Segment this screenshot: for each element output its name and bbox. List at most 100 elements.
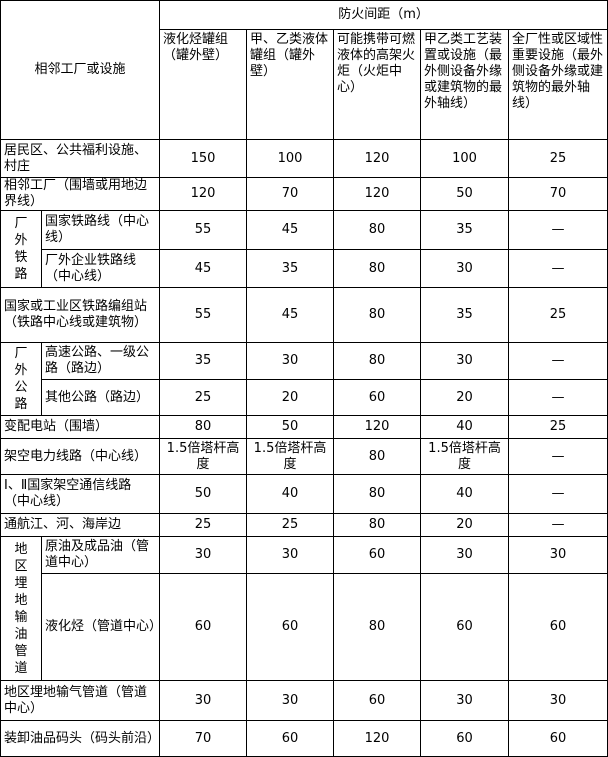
distance-value: 45	[246, 210, 335, 250]
distance-value: 25	[508, 287, 608, 343]
facility-name: 国家或工业区铁路编组站（铁路中心线或建筑物）	[0, 287, 161, 343]
distance-value: 20	[420, 379, 510, 416]
facility-name: 原油及成品油（管道中心）	[40, 536, 161, 574]
facility-name: 国家铁路线（中心线）	[40, 210, 161, 250]
distance-value: 35	[159, 342, 248, 380]
distance-value: 80	[333, 573, 422, 681]
distance-value: —	[508, 342, 608, 380]
table-row: Ⅰ、Ⅱ国家架空通信线路（中心线） 50 40 80 40—	[0, 474, 608, 514]
table-row: 装卸油品码头（码头前沿） 70 60 120 60 60	[0, 720, 608, 757]
facility-name: Ⅰ、Ⅱ国家架空通信线路（中心线）	[0, 474, 161, 514]
distance-value: —	[508, 379, 608, 416]
group-cell: 地区埋地输油管道	[0, 536, 42, 681]
distance-value: 80	[333, 249, 422, 288]
group-label: 厂外铁路	[14, 216, 28, 282]
distance-value: 30	[159, 680, 248, 721]
column-header: 可能携带可燃液体的高架火炬（火炬中心）	[333, 29, 422, 140]
facility-name: 装卸油品码头（码头前沿）	[0, 720, 161, 757]
distance-value: 60	[508, 720, 608, 757]
distance-value: 20	[246, 379, 335, 416]
distance-value: 80	[333, 342, 422, 380]
column-header: 甲乙类工艺装置或设施（最外侧设备外缘或建筑物的最外轴线）	[420, 29, 510, 140]
distance-value: 25	[246, 513, 335, 537]
facility-name: 液化烃（管道中心）	[40, 573, 162, 681]
facility-column-header: 相邻工厂或设施	[0, 0, 161, 140]
distance-value: 30	[420, 536, 510, 574]
distance-value: 50	[246, 415, 335, 439]
distance-value: 70	[508, 177, 608, 211]
distance-value: 100	[420, 139, 510, 178]
distance-value: 35	[420, 287, 510, 343]
facility-name: 变配电站（围墙）	[0, 415, 161, 439]
distance-value: 80	[333, 474, 422, 514]
distance-value: 30	[420, 342, 510, 380]
table-row: 厂外铁路 国家铁路线（中心线） 55 45 80 35—	[0, 210, 608, 288]
distance-value: —	[508, 210, 608, 250]
distance-value: 25	[159, 379, 248, 416]
group-cell: 厂外铁路	[0, 210, 42, 288]
table-row: 地区埋地输油管道 原油及成品油（管道中心） 30 30 60 30 30	[0, 536, 608, 681]
distance-value: 100	[246, 139, 335, 178]
group-label: 地区埋地输油管道	[14, 541, 28, 676]
distance-value: 150	[159, 139, 248, 178]
distance-value: 120	[333, 177, 422, 211]
distance-value: 70	[246, 177, 335, 211]
distance-value: 30	[508, 536, 608, 574]
distance-value: 30	[246, 680, 335, 721]
distance-value: 60	[159, 573, 248, 681]
group-label: 厂外公路	[14, 346, 28, 412]
distance-value: 60	[333, 379, 422, 416]
distance-value: 30	[420, 680, 510, 721]
distance-value: 1.5倍塔杆高度	[420, 438, 510, 475]
distance-value: 25	[159, 513, 248, 537]
distance-value: 70	[159, 720, 248, 757]
distance-value: 50	[420, 177, 510, 211]
distance-value: —	[508, 513, 608, 537]
facility-name: 厂外企业铁路线（中心线）	[40, 249, 161, 288]
table-row: 通航江、河、海岸边 25 25 80 20—	[0, 513, 608, 537]
table-row: 液化烃（管道中心） 60 60 80 60 60	[1, 573, 608, 681]
table-row: 地区埋地输气管道（管道中心） 30 30 60 30 30	[0, 680, 608, 721]
distance-value: 120	[333, 720, 422, 757]
distance-value: 60	[246, 720, 335, 757]
table-row: 居民区、公共福利设施、村庄 150 100 120 100 25	[0, 139, 608, 178]
table-row: 厂外公路 高速公路、一级公路（路边） 35 30 80 30—	[0, 342, 608, 416]
column-header: 全厂性或区域性重要设施（最外侧设备外缘或建筑物的最外轴线）	[508, 29, 608, 140]
table-row: 相邻工厂（围墙或用地边界线） 120 70 120 50 70	[0, 177, 608, 211]
distance-value: —	[508, 474, 608, 514]
distance-value: 25	[508, 415, 608, 439]
distance-value: —	[508, 438, 608, 475]
facility-name: 高速公路、一级公路（路边）	[40, 342, 161, 380]
table-row: 架空电力线路（中心线） 1.5倍塔杆高度 1.5倍塔杆高度 80 1.5倍塔杆高度 —	[0, 438, 608, 475]
table-row: 其他公路（路边） 25 20 60 20—	[1, 379, 608, 416]
distance-value: 60	[333, 536, 422, 574]
distance-value: 120	[333, 139, 422, 178]
distance-value: 80	[159, 415, 248, 439]
distance-value: 1.5倍塔杆高度	[159, 438, 248, 475]
distance-value: 55	[159, 210, 248, 250]
facility-name: 其他公路（路边）	[40, 379, 161, 416]
fire-distance-group-header: 防火间距（m）	[159, 0, 608, 30]
distance-value: 55	[159, 287, 248, 343]
distance-value: 35	[246, 249, 335, 288]
distance-value: 20	[420, 513, 510, 537]
distance-value: 80	[333, 287, 422, 343]
distance-value: 30	[246, 342, 335, 380]
facility-name: 居民区、公共福利设施、村庄	[0, 139, 161, 178]
distance-value: 30	[420, 249, 510, 288]
distance-value: 40	[420, 415, 510, 439]
distance-value: 60	[420, 720, 510, 757]
distance-value: 25	[508, 139, 608, 178]
distance-value: 30	[246, 536, 335, 574]
column-header: 液化烃罐组（罐外壁）	[159, 29, 248, 140]
distance-value: —	[508, 249, 608, 288]
distance-value: 60	[508, 573, 608, 681]
distance-value: 45	[246, 287, 335, 343]
distance-value: 60	[333, 680, 422, 721]
distance-value: 45	[159, 249, 248, 288]
distance-value: 30	[508, 680, 608, 721]
distance-value: 50	[159, 474, 248, 514]
facility-name: 架空电力线路（中心线）	[0, 438, 161, 475]
group-cell: 厂外公路	[0, 342, 42, 416]
distance-value: 30	[159, 536, 248, 574]
